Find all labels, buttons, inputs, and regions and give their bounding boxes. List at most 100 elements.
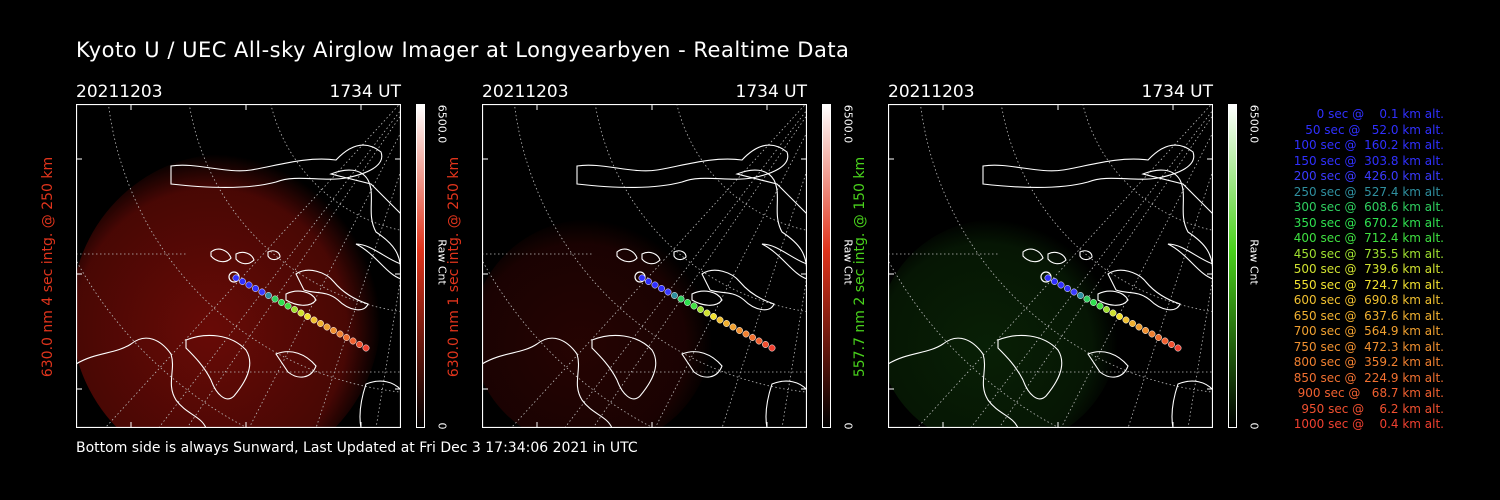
colorbar-max-label: 6500.0 [435, 104, 449, 144]
panel-date: 20211203 [888, 82, 975, 102]
trajectory-point [1116, 313, 1123, 320]
trajectory-point [1077, 292, 1084, 299]
trajectory-point [1103, 306, 1110, 313]
trajectory-point [1064, 285, 1071, 292]
allsky-map [482, 104, 807, 428]
coastlines [482, 144, 807, 428]
trajectory-point [330, 327, 337, 334]
trajectory-point [697, 306, 704, 313]
map-frame [76, 104, 401, 428]
panel-wavelength-label: 557.7 nm 2 sec intg. @ 150 km [852, 156, 868, 378]
panel-date: 20211203 [76, 82, 163, 102]
imager-panel-630-1s: 20211203 1734 UT 630.0 nm 1 sec intg. @ … [446, 82, 877, 432]
legend-item: 150 sec @ 303.8 km alt. [1289, 153, 1444, 168]
trajectory-point [677, 295, 685, 303]
trajectory-point [1090, 299, 1097, 306]
trajectory-point [1155, 334, 1162, 341]
trajectory-point [258, 288, 266, 296]
trajectory-point [1148, 330, 1156, 338]
trajectory-point [336, 330, 344, 338]
allsky-map [76, 104, 401, 428]
trajectory-point [729, 323, 737, 331]
legend-item: 750 sec @ 472.3 km alt. [1289, 339, 1444, 354]
colorbar-unit-label: Raw Cnt [1247, 239, 1261, 285]
trajectory-point [1168, 341, 1175, 348]
trajectory-point [723, 320, 730, 327]
footer-note: Bottom side is always Sunward, Last Upda… [76, 440, 638, 456]
trajectory-point [356, 341, 363, 348]
trajectory-point [291, 306, 298, 313]
allsky-map [888, 104, 1213, 428]
imager-panel-630-4s: 20211203 1734 UT 630.0 nm 4 sec intg. @ … [40, 82, 471, 432]
legend-item: 700 sec @ 564.9 km alt. [1289, 324, 1444, 338]
legend-item: 50 sec @ 52.0 km alt. [1297, 122, 1444, 137]
trajectory-point [1044, 274, 1052, 282]
coastlines [888, 144, 1213, 428]
legend-item: 900 sec @ 68.7 km alt. [1293, 386, 1444, 400]
legend-item: 500 sec @ 739.6 km alt. [1289, 262, 1444, 276]
trajectory-point [265, 292, 272, 299]
legend-item: 300 sec @ 608.6 km alt. [1289, 200, 1444, 214]
imager-panel-557-2s: 20211203 1734 UT 557.7 nm 2 sec intg. @ … [852, 82, 1283, 432]
trajectory-point [1142, 327, 1149, 334]
trajectory-point [297, 309, 305, 317]
trajectory-point [284, 302, 292, 310]
trajectory-point [278, 299, 285, 306]
trajectory-point [749, 334, 756, 341]
airglow-emission [482, 219, 712, 428]
trajectory-point [658, 285, 665, 292]
colorbar [822, 104, 831, 428]
panel-wavelength-label: 630.0 nm 1 sec intg. @ 250 km [446, 156, 462, 378]
trajectory-point [271, 295, 279, 303]
trajectory-point [664, 288, 672, 296]
trajectory-point [736, 327, 743, 334]
legend-item: 0 sec @ 0.1 km alt. [1305, 107, 1444, 121]
panel-time: 1734 UT [1141, 82, 1214, 102]
legend-item: 950 sec @ 6.2 km alt. [1297, 401, 1444, 416]
colorbar-min-label: 0 [841, 422, 855, 430]
trajectory-point [703, 309, 711, 317]
trajectory-point [245, 281, 253, 289]
trajectory-point [716, 316, 724, 324]
legend-item: 800 sec @ 359.2 km alt. [1289, 355, 1444, 369]
trajectory-point [762, 341, 769, 348]
legend-item: 600 sec @ 690.8 km alt. [1289, 293, 1444, 307]
colorbar-min-label: 0 [435, 422, 449, 430]
trajectory-point [323, 323, 331, 331]
trajectory-point [1161, 337, 1169, 345]
colorbar [416, 104, 425, 428]
trajectory-point [252, 285, 259, 292]
trajectory-point [1135, 323, 1143, 331]
page-title: Kyoto U / UEC All-sky Airglow Imager at … [76, 38, 850, 62]
panel-time: 1734 UT [735, 82, 808, 102]
lat-lon-grid [888, 104, 1213, 428]
trajectory-point [1057, 281, 1065, 289]
trajectory-point [684, 299, 691, 306]
legend-item: 850 sec @ 224.9 km alt. [1289, 370, 1444, 385]
trajectory-point [1122, 316, 1130, 324]
lat-lon-grid [76, 104, 401, 428]
trajectory-point [638, 274, 646, 282]
legend-item: 200 sec @ 426.0 km alt. [1289, 169, 1444, 183]
colorbar-max-label: 6500.0 [1247, 104, 1261, 144]
legend-item: 350 sec @ 670.2 km alt. [1289, 215, 1444, 230]
map-frame [888, 104, 1213, 428]
trajectory-point [349, 337, 357, 345]
trajectory-point [1109, 309, 1117, 317]
axis-ticks [482, 104, 807, 428]
trajectory-point [310, 316, 318, 324]
trajectory-point [1096, 302, 1104, 310]
colorbar-min-label: 0 [1247, 422, 1261, 430]
panel-date: 20211203 [482, 82, 569, 102]
trajectory-point [690, 302, 698, 310]
axis-ticks [76, 104, 401, 428]
colorbar [1228, 104, 1237, 428]
legend-item: 250 sec @ 527.4 km alt. [1289, 184, 1444, 199]
trajectory-point [755, 337, 763, 345]
trajectory-point [343, 334, 350, 341]
trajectory-point [645, 278, 652, 285]
trajectory-legend: 0 sec @ 0.1 km alt. 50 sec @ 52.0 km alt… [1262, 107, 1444, 433]
panel-time: 1734 UT [329, 82, 402, 102]
trajectory-point [1174, 344, 1182, 352]
coastlines [76, 144, 401, 428]
